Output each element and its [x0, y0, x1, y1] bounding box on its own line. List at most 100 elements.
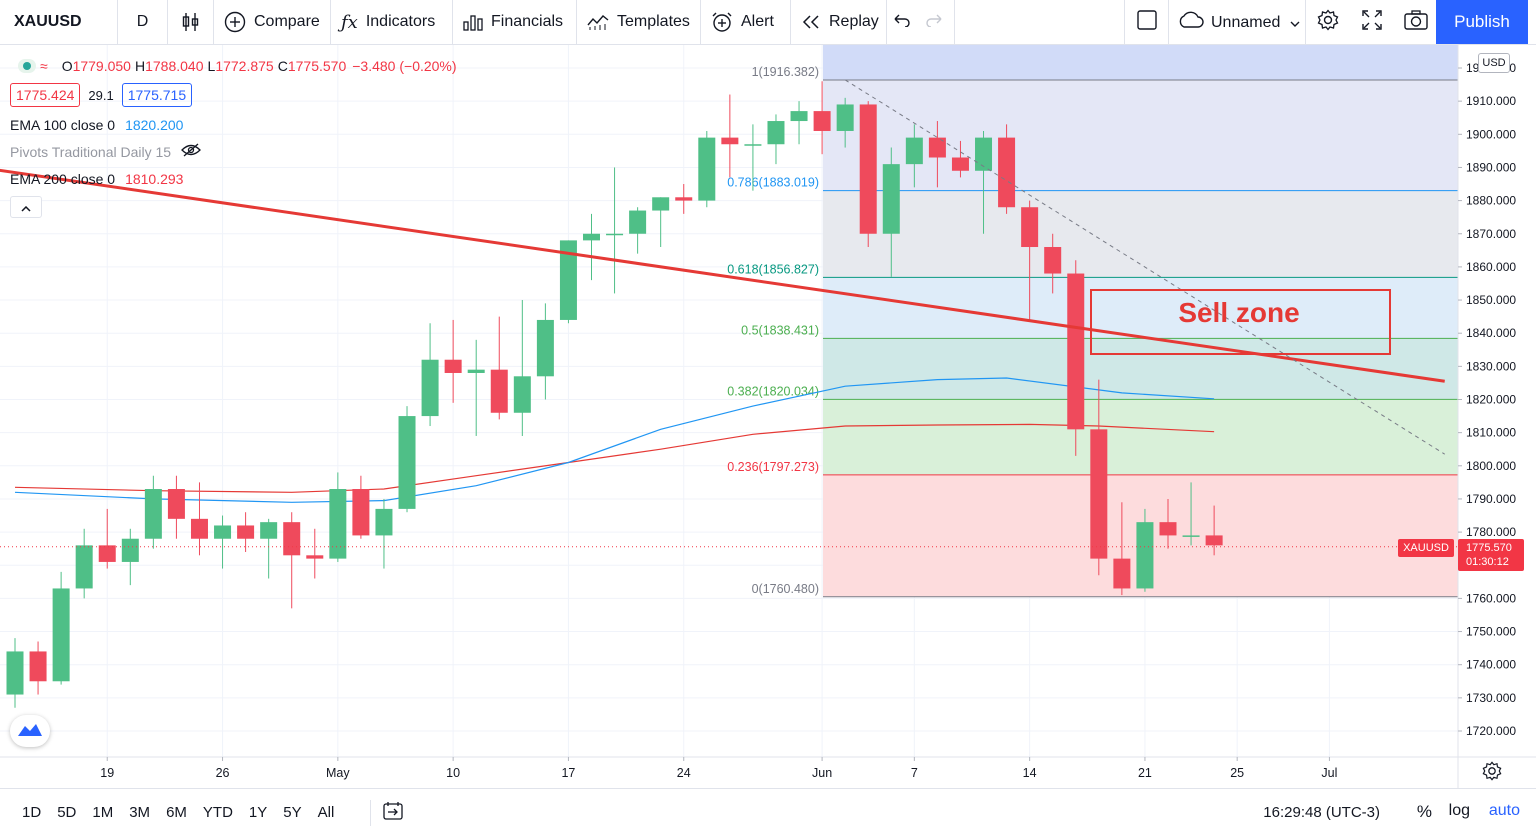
fib-level-label: 1(1916.382): [752, 65, 819, 79]
price-tick-label: 1760.000: [1466, 591, 1516, 605]
dashed-trend-line[interactable]: [844, 79, 1445, 455]
chevron-down-icon: [1290, 14, 1300, 32]
alert-button[interactable]: Alert: [701, 0, 791, 45]
settings-button[interactable]: [1306, 0, 1350, 45]
candle-body: [859, 104, 877, 234]
ema100-legend[interactable]: EMA 100 close 0 1820.200: [10, 111, 457, 138]
candle-body: [1159, 522, 1177, 536]
layout-name-button[interactable]: Unnamed: [1168, 0, 1306, 45]
compare-button[interactable]: Compare: [214, 0, 331, 45]
sell-zone-label: Sell zone: [1178, 297, 1300, 328]
ohlc-row: ≈ O 1779.050 H 1788.040 L 1772.875 C 177…: [10, 52, 457, 79]
open-label: O: [61, 57, 73, 74]
price-tick-label: 1880.000: [1466, 194, 1516, 208]
time-tick-label: 24: [677, 766, 691, 780]
redo-button[interactable]: [919, 0, 955, 45]
candle-body: [75, 545, 93, 589]
ema200-legend[interactable]: EMA 200 close 0 1810.293: [10, 165, 457, 192]
date-ranges: 1D 5D 1M 3M 6M YTD 1Y 5Y All: [0, 804, 342, 821]
price-tick-label: 1740.000: [1466, 658, 1516, 672]
time-tick-label: 26: [216, 766, 230, 780]
interval-button[interactable]: D: [118, 0, 168, 45]
candle-body: [559, 240, 577, 320]
candle-body: [882, 164, 900, 234]
candle-body: [951, 157, 969, 171]
spread-value: 29.1: [88, 87, 114, 103]
fib-zone: [823, 399, 1458, 475]
percent-scale-button[interactable]: %: [1416, 802, 1432, 821]
price-tick-label: 1870.000: [1466, 227, 1516, 241]
ema200-label: EMA 200 close 0: [10, 170, 116, 187]
goto-date-button[interactable]: [370, 799, 405, 826]
candle-body: [1067, 273, 1085, 430]
indicators-label: Indicators: [365, 13, 436, 30]
candle-body: [98, 545, 116, 562]
range-button-1d[interactable]: 1D: [22, 804, 42, 821]
snapshot-button[interactable]: [1394, 0, 1438, 45]
log-scale-button[interactable]: log: [1448, 802, 1470, 819]
eye-hidden-icon[interactable]: [181, 143, 201, 160]
publish-button[interactable]: Publish: [1436, 0, 1528, 44]
candle-body: [767, 121, 785, 145]
candle-body: [721, 137, 739, 145]
candle-body: [836, 104, 854, 131]
low-label: L: [207, 57, 216, 74]
range-button-all[interactable]: All: [317, 804, 335, 821]
replay-button[interactable]: Replay: [791, 0, 887, 45]
chart-legend: ≈ O 1779.050 H 1788.040 L 1772.875 C 177…: [10, 52, 457, 218]
compare-label: Compare: [254, 13, 320, 30]
collapse-legend-button[interactable]: [10, 196, 42, 218]
candle-body: [744, 144, 762, 146]
currency-label[interactable]: USD: [1478, 53, 1510, 73]
chart-settings-button[interactable]: [1482, 761, 1504, 783]
price-tick-label: 1730.000: [1466, 691, 1516, 705]
chart-area[interactable]: 1(1916.382) 0.786(1883.019) 0.618(1856.827…: [0, 45, 1536, 788]
price-tick-label: 1830.000: [1466, 359, 1516, 373]
templates-button[interactable]: Templates: [577, 0, 701, 45]
range-button-5y[interactable]: 5Y: [283, 804, 302, 821]
range-button-6m[interactable]: 6M: [166, 804, 187, 821]
range-button-3m[interactable]: 3M: [129, 804, 151, 821]
pivots-legend[interactable]: Pivots Traditional Daily 15: [10, 138, 457, 165]
fullscreen-button[interactable]: [1350, 0, 1394, 45]
undo-button[interactable]: [887, 0, 919, 45]
trend-line[interactable]: [0, 166, 1445, 383]
range-button-1m[interactable]: 1M: [92, 804, 114, 821]
range-button-5d[interactable]: 5D: [57, 804, 77, 821]
drawings[interactable]: [0, 79, 1458, 548]
ema100-value: 1820.200: [125, 116, 184, 133]
candle-body: [928, 137, 946, 158]
bar-chart-icon: [463, 13, 483, 31]
buy-price-button[interactable]: 1775.715: [121, 83, 193, 107]
tradingview-logo[interactable]: [10, 715, 50, 747]
clock[interactable]: 16:29:48 (UTC-3): [1263, 804, 1380, 821]
candle-body: [606, 233, 624, 236]
fib-level-label: 0.382(1820.034): [727, 384, 819, 398]
candle-body: [237, 525, 255, 539]
replay-label: Replay: [829, 13, 879, 30]
candle-body: [1182, 535, 1200, 537]
candles: [6, 81, 1223, 708]
moving-averages: [14, 377, 1215, 503]
indicators-button[interactable]: ƒx Indicators: [331, 0, 453, 45]
financials-button[interactable]: Financials: [453, 0, 577, 45]
fullscreen-toggle-button[interactable]: [1124, 0, 1168, 45]
candlestick-icon: [182, 12, 200, 32]
candle-body: [490, 369, 508, 413]
sell-price-button[interactable]: 1775.424: [10, 83, 81, 107]
time-tick-label: May: [326, 766, 350, 780]
candle-body: [375, 508, 393, 536]
range-button-ytd[interactable]: YTD: [202, 804, 233, 821]
price-chart[interactable]: 1(1916.382) 0.786(1883.019) 0.618(1856.827…: [0, 45, 1536, 788]
candle-body: [421, 359, 439, 417]
layout-name: Unnamed: [1211, 13, 1281, 31]
sell-zone-box[interactable]: [1090, 289, 1391, 355]
gear-icon: [1482, 761, 1502, 785]
undo-icon: [893, 13, 911, 32]
symbol-search-button[interactable]: XAUUSD: [0, 0, 118, 45]
auto-scale-button[interactable]: auto: [1488, 802, 1520, 819]
range-button-1y[interactable]: 1Y: [248, 804, 268, 821]
fib-zone: [823, 79, 1458, 191]
chart-type-button[interactable]: [168, 0, 214, 45]
candle-body: [214, 525, 232, 539]
